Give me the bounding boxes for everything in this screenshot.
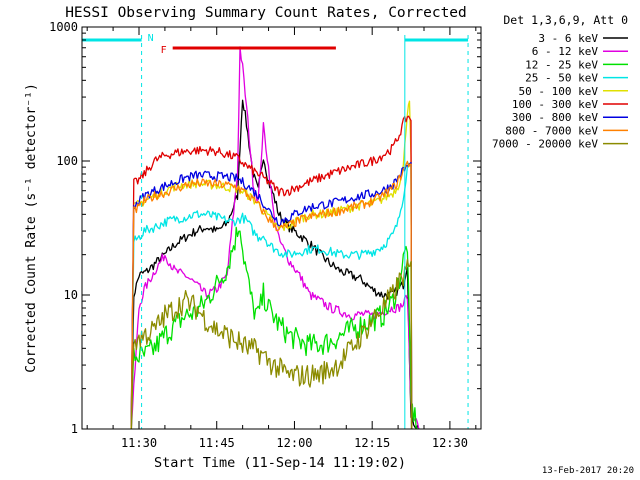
n-flag-label: N bbox=[148, 33, 154, 44]
series-line-6 bbox=[130, 161, 413, 429]
series-line-3 bbox=[130, 162, 413, 429]
legend-label: 50 - 100 keV bbox=[519, 85, 599, 98]
series-line-8 bbox=[130, 259, 413, 429]
legend-label: 100 - 300 keV bbox=[512, 98, 598, 111]
series-layer bbox=[130, 46, 420, 429]
footer-date: 13-Feb-2017 20:20 bbox=[542, 466, 634, 476]
y-tick-label: 100 bbox=[56, 154, 78, 168]
chart-title: HESSI Observing Summary Count Rates, Cor… bbox=[65, 5, 467, 21]
series-line-7 bbox=[130, 160, 413, 429]
y-axis-label: Corrected Count Rate (s⁻¹ detector⁻¹) bbox=[24, 83, 39, 373]
x-tick-label: 12:30 bbox=[432, 436, 468, 450]
y-tick-label: 1000 bbox=[49, 20, 78, 34]
axes: 1 10 100 1000 11:30 11:45 12:00 12:15 12:30 bbox=[49, 20, 482, 450]
plot-frame bbox=[81, 26, 482, 430]
x-tick-label: 11:30 bbox=[121, 436, 157, 450]
legend-label: 3 - 6 keV bbox=[538, 32, 598, 45]
legend-label: 7000 - 20000 keV bbox=[492, 138, 598, 151]
legend-label: 25 - 50 keV bbox=[525, 72, 598, 85]
y-tick-label: 1 bbox=[71, 422, 78, 436]
y-tick-label: 10 bbox=[64, 288, 78, 302]
legend-label: 800 - 7000 keV bbox=[505, 124, 598, 137]
legend-header: Det 1,3,6,9, Att 0 bbox=[503, 13, 628, 27]
legend-label: 12 - 25 keV bbox=[525, 58, 598, 71]
series-line-5 bbox=[130, 115, 413, 429]
x-tick-label: 11:45 bbox=[199, 436, 235, 450]
x-tick-label: 12:15 bbox=[354, 436, 390, 450]
f-flag-label: F bbox=[161, 45, 167, 56]
x-axis-label: Start Time (11-Sep-14 11:19:02) bbox=[154, 455, 406, 471]
x-tick-label: 12:00 bbox=[276, 436, 312, 450]
legend-label: 6 - 12 keV bbox=[532, 45, 599, 58]
legend-label: 300 - 800 keV bbox=[512, 111, 598, 124]
series-line-0 bbox=[130, 99, 420, 429]
